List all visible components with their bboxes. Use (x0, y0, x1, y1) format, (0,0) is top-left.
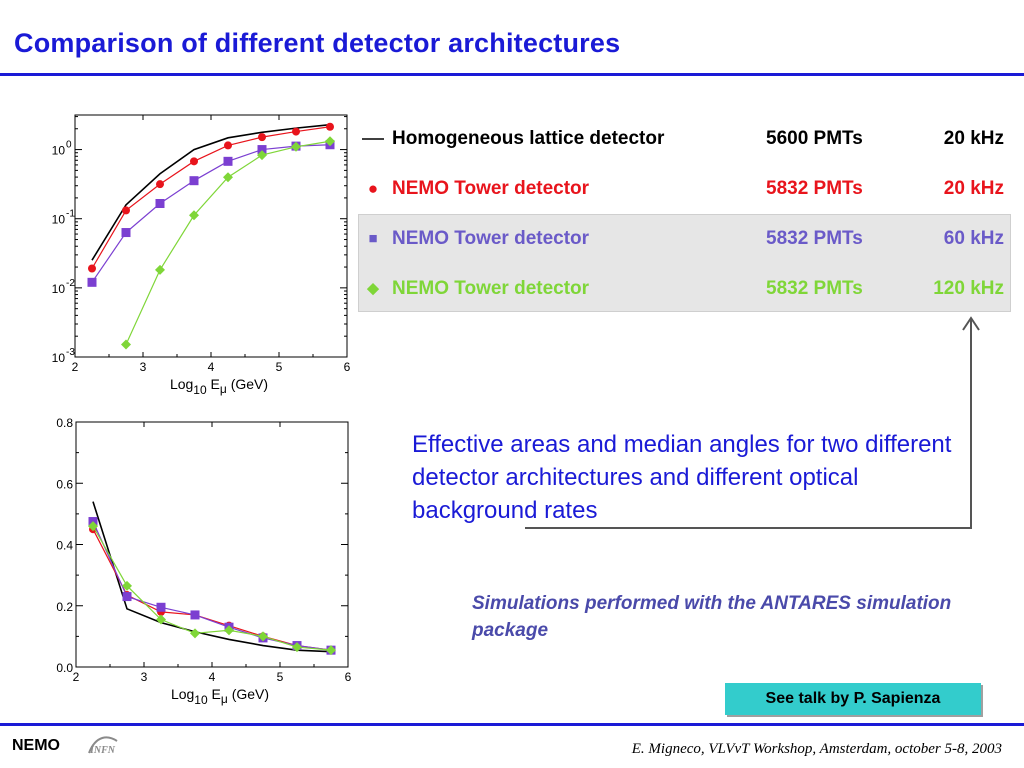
y-tick-exponent: -1 (66, 209, 75, 220)
series-1-point (156, 180, 164, 189)
y-tick-label: 10 (52, 351, 66, 365)
series-3-point (190, 628, 200, 639)
detector-legend: Homogeneous lattice detector 5600 PMTs 20 … (358, 119, 1010, 319)
series-1-point (224, 141, 232, 150)
legend-symbol (358, 119, 388, 159)
series-3-point (325, 136, 335, 147)
legend-detector-name: NEMO Tower detector (392, 278, 590, 299)
y-tick-exponent: 0 (66, 140, 72, 151)
y-tick-label: 0.8 (56, 416, 73, 430)
series-2-point (257, 145, 267, 155)
y-tick-label: 0.2 (56, 600, 73, 614)
legend-pmt-count: 5832 PMTs (766, 278, 863, 299)
legend-pmt-count: 5832 PMTs (766, 228, 863, 249)
series-2-point (156, 602, 166, 612)
series-3-point (122, 580, 132, 591)
series-1-point (122, 206, 130, 215)
y-tick-exponent: -2 (66, 278, 75, 289)
series-2-point (122, 592, 132, 602)
series-3-line (92, 525, 332, 651)
legend-row: ◆ NEMO Tower detector 5832 PMTs 120 kHz (358, 269, 1010, 319)
series-1-point (326, 122, 334, 131)
x-tick-label: 3 (140, 360, 147, 374)
title-rule (0, 73, 1024, 76)
simulation-note: Simulations performed with the ANTARES s… (472, 593, 952, 641)
series-3-point (257, 150, 267, 161)
y-tick-label: 10 (52, 213, 66, 227)
footer-project: NEMO (12, 737, 60, 754)
legend-row: ■ NEMO Tower detector 5832 PMTs 60 kHz (358, 219, 1010, 269)
legend-row: Homogeneous lattice detector 5600 PMTs 20 … (358, 119, 1010, 169)
legend-background-rate: 120 kHz (933, 278, 1004, 299)
series-3-point (223, 172, 233, 183)
median-angle-chart: 2 3 4 5 6 0.0 0.2 0.4 0.6 0.8 Log10 Eμ (GeV) (56, 416, 352, 707)
legend-background-rate: 20 kHz (943, 128, 1004, 149)
x-axis-label: Log10 Eμ (GeV) (170, 376, 268, 397)
description-text: Effective areas and median angles for tw… (412, 431, 952, 524)
series-2-point (190, 610, 200, 620)
series-1-point (190, 157, 198, 166)
legend-highlight-box (358, 214, 1011, 312)
series-2-point (121, 228, 131, 238)
x-tick-label: 5 (276, 360, 283, 374)
series-0-line (91, 123, 331, 261)
series-2-line (92, 521, 332, 651)
y-tick-label: 10 (52, 282, 66, 296)
footer-rule (0, 723, 1024, 726)
series-2-point (223, 156, 233, 166)
x-tick-label: 6 (344, 360, 351, 374)
legend-symbol: ■ (368, 230, 378, 247)
series-3-point (121, 339, 131, 350)
y-tick-label: 0.0 (56, 661, 73, 675)
legend-symbol: ● (367, 179, 379, 198)
x-axis-label: Log10 Eμ (GeV) (171, 686, 269, 707)
legend-pmt-count: 5832 PMTs (766, 178, 863, 199)
series-1-point (88, 264, 96, 273)
series-3-point (291, 141, 301, 152)
series-3-point (258, 631, 268, 642)
x-tick-label: 4 (209, 670, 216, 684)
series-2-point (155, 199, 165, 209)
legend-symbol: ◆ (367, 280, 379, 297)
legend-detector-name: Homogeneous lattice detector (392, 128, 665, 149)
legend-pmt-count: 5600 PMTs (766, 128, 863, 149)
series-2-line (91, 144, 331, 283)
y-tick-label: 10 (52, 144, 66, 158)
series-3-point (156, 614, 166, 625)
x-tick-label: 5 (277, 670, 284, 684)
slide-title: Comparison of different detector archite… (14, 28, 621, 58)
svg-text:INFN: INFN (89, 745, 116, 756)
x-tick-label: 4 (208, 360, 215, 374)
y-tick-label: 0.4 (56, 539, 73, 553)
series-3-point (326, 645, 336, 656)
series-3-point (189, 210, 199, 221)
series-2-point (87, 277, 97, 287)
y-tick-exponent: -3 (66, 347, 75, 358)
x-tick-label: 3 (141, 670, 148, 684)
legend-row: ● NEMO Tower detector 5832 PMTs 20 kHz (358, 169, 1010, 219)
x-tick-label: 2 (73, 670, 80, 684)
talk-reference-box: See talk by P. Sapienza (725, 683, 981, 715)
series-1-line (91, 126, 331, 269)
legend-detector-name: NEMO Tower detector (392, 228, 590, 249)
y-tick-label: 0.6 (56, 477, 73, 491)
legend-detector-name: NEMO Tower detector (392, 178, 590, 199)
x-tick-label: 2 (72, 360, 79, 374)
x-tick-label: 6 (345, 670, 352, 684)
series-3-point (155, 264, 165, 275)
footer-credit: E. Migneco, VLVνT Workshop, Amsterdam, o… (631, 741, 1002, 757)
series-3-point (88, 521, 98, 532)
series-0-line (92, 501, 332, 653)
legend-background-rate: 20 kHz (943, 178, 1004, 199)
series-3-point (224, 625, 234, 636)
series-1-point (292, 127, 300, 136)
infn-logo: INFN (88, 736, 118, 756)
series-2-point (189, 176, 199, 186)
legend-background-rate: 60 kHz (943, 228, 1004, 249)
series-1-point (258, 133, 266, 142)
series-3-point (292, 642, 302, 653)
